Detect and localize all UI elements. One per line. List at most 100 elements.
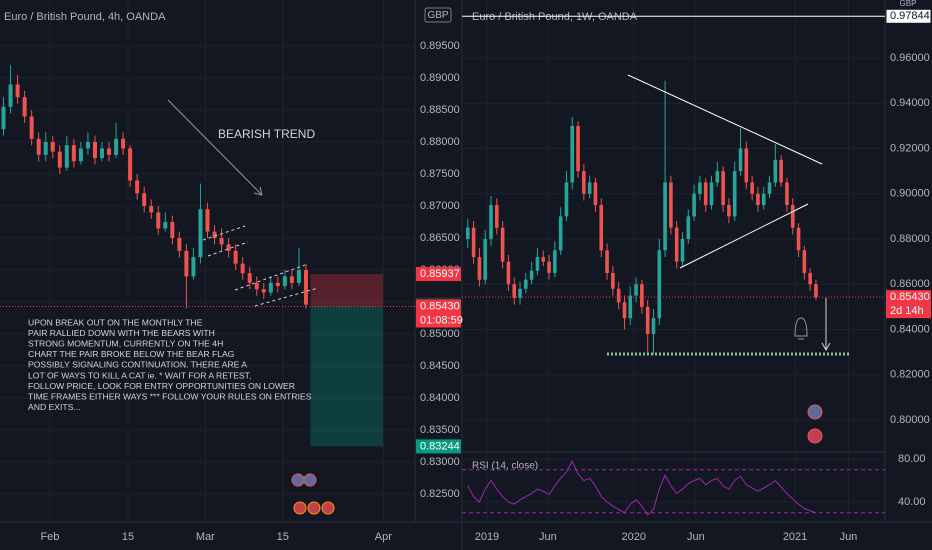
candle-body — [92, 142, 97, 159]
candle-body — [547, 261, 551, 273]
event-badge[interactable] — [303, 473, 317, 487]
x-tick-label: Feb — [40, 531, 59, 543]
candle-body — [535, 257, 540, 271]
candle-body — [657, 250, 662, 319]
note-line: UPON BREAK OUT ON THE MONTHLY THE — [28, 317, 203, 327]
triangle-line — [679, 203, 809, 269]
x-tick-label: Apr — [375, 531, 392, 543]
y-tick-label: 0.82000 — [890, 369, 930, 381]
candle-body — [622, 302, 627, 319]
price-label: 0.85430 — [890, 291, 930, 303]
candle-body — [727, 205, 731, 217]
y-tick-label: 0.90000 — [890, 188, 930, 200]
y-tick-label: 0.88000 — [890, 233, 930, 245]
candle-body — [779, 159, 783, 183]
candle-body — [99, 148, 104, 159]
candle-body — [605, 250, 609, 273]
currency: GBP — [427, 10, 448, 21]
note-line: POSSIBLY SIGNALING CONTINUATION. THERE A… — [28, 360, 247, 370]
candle-body — [663, 182, 667, 251]
candle-body — [64, 145, 69, 168]
candle-body — [135, 180, 140, 194]
candle-body — [163, 222, 168, 229]
candle-body — [744, 148, 749, 183]
rsi-title: RSI (14, close) — [472, 461, 538, 472]
candle-body — [198, 209, 203, 258]
y-tick-label: 0.82500 — [420, 488, 460, 500]
triangle-line — [627, 74, 823, 165]
x-tick-label: Jun — [840, 531, 858, 543]
candle-body — [156, 212, 161, 229]
candle-body — [761, 193, 766, 206]
candle-body — [674, 227, 679, 262]
candle-body — [506, 261, 511, 285]
candle-body — [289, 276, 294, 283]
candle-body — [616, 288, 621, 303]
candle-body — [628, 295, 633, 319]
candle-body — [495, 205, 499, 228]
y-tick-label: 0.85000 — [420, 328, 460, 340]
candle-body — [170, 222, 175, 239]
candle-body — [808, 272, 812, 285]
candle-body — [750, 182, 754, 194]
candle-body — [541, 257, 546, 262]
event-badge[interactable] — [307, 501, 321, 515]
candle-body — [282, 276, 287, 287]
y-tick-label: 0.80000 — [890, 414, 930, 426]
candle-body — [669, 182, 673, 228]
y-tick-label: 0.87000 — [420, 200, 460, 212]
candle-body — [802, 250, 807, 273]
countdown: 01:08:59 — [420, 314, 463, 326]
candle-body — [50, 142, 55, 152]
y-tick-label: 0.92000 — [890, 142, 930, 154]
candle-body — [177, 238, 182, 251]
candle-body — [71, 145, 76, 162]
x-tick-label: Jun — [687, 531, 705, 543]
y-tick-label: 80.00 — [898, 453, 926, 465]
event-badge[interactable] — [291, 473, 305, 487]
drawings — [167, 99, 335, 515]
event-badge[interactable] — [293, 501, 307, 515]
arrow-head — [821, 342, 831, 352]
candle-body — [205, 209, 210, 232]
candle-body — [142, 193, 147, 207]
x-tick-label: 15 — [122, 531, 134, 543]
candle-body — [29, 116, 34, 139]
event-badge[interactable] — [807, 404, 823, 420]
candle-body — [773, 159, 778, 183]
candle-body — [512, 284, 517, 298]
candle-body — [57, 151, 62, 168]
x-tick-label: 2019 — [475, 531, 499, 543]
candle-body — [22, 97, 27, 117]
candle-body — [721, 171, 725, 206]
price-label: 0.97844 — [890, 10, 930, 22]
candle-body — [261, 289, 266, 293]
candle-body — [254, 282, 259, 290]
note-line: TIME FRAMES EITHER WAYS *** FOLLOW YOUR … — [28, 391, 312, 401]
candle-body — [738, 148, 743, 172]
candle-body — [233, 250, 238, 264]
candle-body — [645, 306, 650, 335]
event-badge[interactable] — [807, 428, 823, 444]
candle-body — [698, 182, 702, 194]
candle-body — [576, 125, 580, 172]
candle-body — [651, 318, 656, 335]
event-badge[interactable] — [321, 501, 335, 515]
price-label: 0.85937 — [420, 268, 460, 280]
currency: GBP — [900, 0, 917, 8]
alert-bell[interactable] — [794, 317, 808, 340]
candle-body — [518, 288, 522, 298]
candle-body — [121, 138, 126, 149]
candle-body — [715, 171, 720, 183]
candle-body — [1, 106, 6, 130]
candle-body — [634, 284, 638, 296]
y-tick-label: 0.84000 — [890, 323, 930, 335]
flag-line — [202, 225, 246, 241]
candle-body — [8, 84, 13, 107]
candle-body — [15, 84, 20, 98]
countdown: 2d 14h — [890, 305, 924, 317]
candle-body — [785, 182, 789, 206]
stop-zone — [310, 274, 383, 307]
chart-title: Euro / British Pound, 1W, OANDA — [472, 11, 638, 23]
